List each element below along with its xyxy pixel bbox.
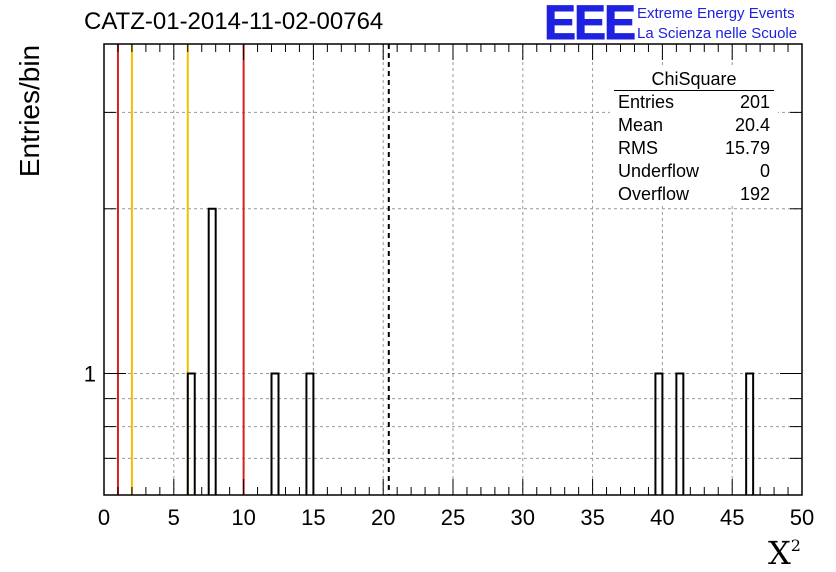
x-tick-label: 10 — [231, 505, 255, 530]
stats-label: Mean — [618, 115, 664, 135]
stats-label: Entries — [618, 92, 675, 112]
x-tick-label: 20 — [371, 505, 395, 530]
eee-logo-text: Extreme Energy Events La Scienza nelle S… — [637, 4, 797, 44]
histogram-bin — [305, 372, 315, 495]
x-tick-label: 45 — [720, 505, 744, 530]
histogram-bin — [270, 372, 280, 495]
stats-row: Mean 20.4 — [610, 114, 778, 137]
stats-box: ChiSquare Entries 201 Mean 20.4 RMS 15.79 U… — [610, 66, 778, 206]
logo-line-1: Extreme Energy Events — [637, 5, 795, 22]
stats-row: Entries 201 — [610, 91, 778, 114]
x-tick-label: 50 — [790, 505, 814, 530]
x-tick-label: 35 — [580, 505, 604, 530]
stats-label: RMS — [618, 138, 658, 158]
stats-value: 192 — [739, 184, 770, 204]
x-axis-label: X2 — [768, 534, 801, 572]
plot-title: CATZ-01-2014-11-02-00764 — [84, 8, 384, 35]
stats-value: 20.4 — [734, 115, 770, 135]
x-tick-label: 15 — [301, 505, 325, 530]
x-tick-label: 40 — [650, 505, 674, 530]
x-axis-label-superscript: 2 — [790, 536, 801, 555]
histogram-bin — [675, 372, 685, 495]
stats-row: Overflow 192 — [610, 183, 778, 206]
stats-row: Underflow 0 — [610, 160, 778, 183]
stats-value: 0 — [759, 161, 770, 181]
histogram-bin — [654, 372, 664, 495]
histogram-bin — [745, 372, 755, 495]
stats-box-title: ChiSquare — [614, 66, 774, 91]
histogram-bin — [207, 207, 217, 495]
y-tick-label: 1 — [84, 362, 96, 387]
y-axis-label: Entries/bin — [14, 44, 45, 178]
x-tick-label: 25 — [441, 505, 465, 530]
eee-logo: EEE — [543, 0, 636, 50]
x-tick-label: 30 — [511, 505, 535, 530]
stats-row: RMS 15.79 — [610, 137, 778, 160]
x-tick-label: 0 — [98, 505, 110, 530]
logo-line-2: La Scienza nelle Scuole — [637, 25, 798, 42]
x-axis-label-base: X — [768, 534, 791, 572]
histogram-bin — [186, 372, 196, 495]
stats-label: Underflow — [618, 161, 700, 181]
x-tick-label: 5 — [168, 505, 180, 530]
stats-label: Overflow — [618, 184, 690, 204]
stats-value: 15.79 — [724, 138, 770, 158]
stats-value: 201 — [739, 92, 770, 112]
